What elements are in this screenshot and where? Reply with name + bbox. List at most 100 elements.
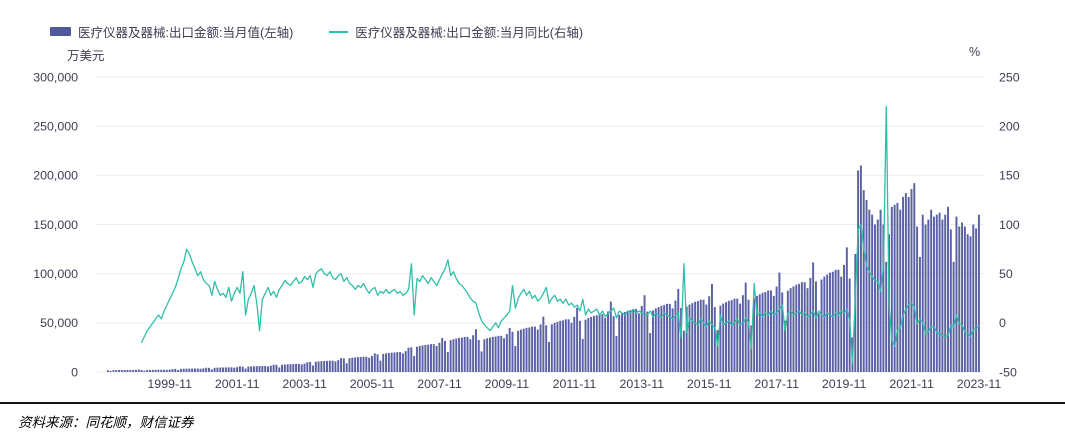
bar xyxy=(191,368,194,372)
bar xyxy=(924,224,927,372)
bar xyxy=(143,370,146,372)
bar xyxy=(314,361,317,372)
legend-item-line-series[interactable]: 医疗仪器及器械:出口金额:当月同比(右轴) xyxy=(329,22,583,41)
bar xyxy=(618,315,621,372)
bar xyxy=(317,361,320,372)
bar xyxy=(503,338,506,372)
bar xyxy=(826,274,829,372)
bar xyxy=(435,345,438,372)
bar xyxy=(151,369,154,372)
bar xyxy=(778,272,781,372)
bar xyxy=(840,276,843,372)
bar xyxy=(345,363,348,372)
bar xyxy=(418,345,421,372)
bar xyxy=(719,305,722,372)
bar xyxy=(120,369,123,372)
bar xyxy=(651,310,654,372)
bar xyxy=(519,329,522,372)
bar xyxy=(927,219,930,372)
bar xyxy=(267,366,269,372)
bar xyxy=(615,336,618,372)
bar xyxy=(376,354,379,372)
bar xyxy=(466,336,469,372)
bar xyxy=(837,269,840,372)
bar xyxy=(303,363,306,372)
bar xyxy=(548,341,550,372)
bar xyxy=(637,313,640,372)
bar xyxy=(663,305,666,372)
bar xyxy=(885,261,888,372)
bar xyxy=(244,368,247,372)
bar xyxy=(876,219,879,372)
bar xyxy=(236,367,239,372)
bar xyxy=(823,276,826,372)
bar xyxy=(154,369,157,372)
bar xyxy=(289,364,292,372)
bar xyxy=(935,214,938,372)
left-axis-tick-label: 100,000 xyxy=(33,267,78,281)
bar xyxy=(747,299,750,372)
bar xyxy=(489,337,491,372)
bar xyxy=(691,303,694,372)
bar xyxy=(862,190,865,372)
bar xyxy=(354,357,357,372)
bar xyxy=(281,364,284,372)
bar xyxy=(798,283,801,372)
bar xyxy=(261,366,264,372)
bar xyxy=(413,356,416,372)
bar xyxy=(241,366,244,372)
bar xyxy=(609,301,612,372)
bar xyxy=(424,344,427,372)
bar xyxy=(323,360,326,372)
bar xyxy=(952,261,955,372)
bar xyxy=(163,369,165,372)
right-axis-tick-label: -50 xyxy=(999,365,1017,379)
bar xyxy=(865,199,868,372)
x-axis-tick-label: 2017-11 xyxy=(754,377,799,391)
bar xyxy=(882,224,885,372)
bar xyxy=(966,234,969,372)
bar xyxy=(621,313,624,372)
bar xyxy=(578,320,581,372)
yoy-line xyxy=(140,105,980,365)
bar xyxy=(800,282,803,372)
bar xyxy=(601,314,604,372)
bar xyxy=(581,338,584,372)
right-axis-tick-label: 250 xyxy=(999,70,1020,84)
bar xyxy=(275,364,278,372)
bar xyxy=(393,352,396,372)
chart-legend: 医疗仪器及器械:出口金额:当月值(左轴) 医疗仪器及器械:出口金额:当月同比(右… xyxy=(50,22,583,41)
x-axis-tick-label: 2005-11 xyxy=(350,377,395,391)
bar xyxy=(514,346,517,372)
bar xyxy=(680,307,683,372)
bar xyxy=(494,336,497,372)
legend-item-bar-series[interactable]: 医疗仪器及器械:出口金额:当月值(左轴) xyxy=(50,22,293,41)
bar xyxy=(129,369,132,372)
bar xyxy=(772,295,775,372)
bar xyxy=(809,277,812,372)
bar xyxy=(545,325,548,372)
bar xyxy=(252,366,255,372)
bar xyxy=(497,335,500,372)
bar xyxy=(573,316,576,372)
bar xyxy=(944,214,947,372)
bar xyxy=(533,326,536,372)
bar xyxy=(370,355,373,372)
bar xyxy=(587,318,590,372)
left-axis-tick-label: 250,000 xyxy=(33,119,78,133)
bar xyxy=(814,281,817,372)
line-series-swatch-icon xyxy=(329,30,349,33)
bar xyxy=(666,303,668,372)
bar xyxy=(480,351,483,372)
left-axis-tick-label: 50,000 xyxy=(40,316,78,330)
bar xyxy=(660,305,663,372)
bar xyxy=(112,370,115,372)
x-axis-tick-label: 2003-11 xyxy=(282,377,327,391)
x-axis-tick-label: 2023-11 xyxy=(957,377,1002,391)
bar xyxy=(264,366,267,372)
bar xyxy=(792,286,795,372)
bar xyxy=(947,206,949,372)
bar xyxy=(337,360,340,372)
bar xyxy=(179,368,182,372)
right-axis-tick-label: 0 xyxy=(999,316,1006,330)
